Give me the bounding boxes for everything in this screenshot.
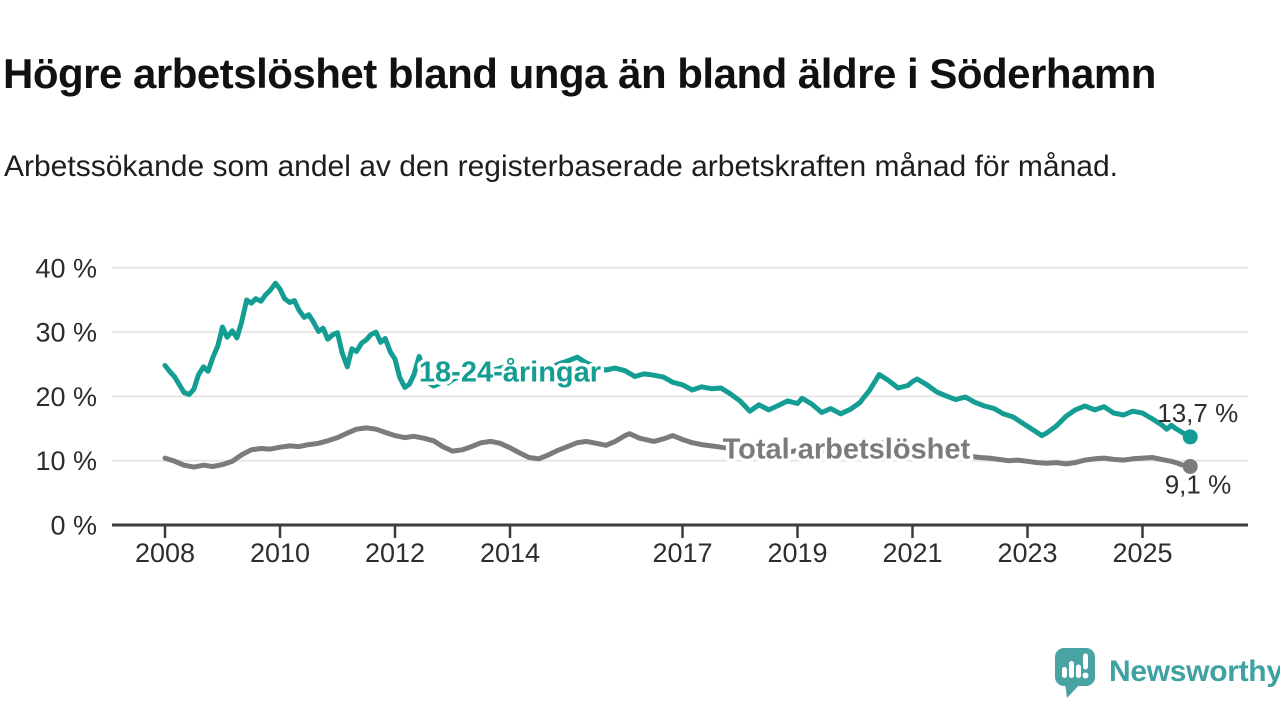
series-label-total: Total arbetslöshet [723,433,971,465]
y-tick-label-40: 40 % [35,253,97,283]
x-tick-label-2008: 2008 [135,538,195,568]
y-tick-label-0: 0 % [50,511,97,541]
y-tick-label-10: 10 % [35,446,97,476]
chart-subtitle: Arbetssökande som andel av den registerb… [4,150,1118,183]
x-tick-label-2023: 2023 [997,538,1057,568]
x-tick-label-2021: 2021 [882,538,942,568]
end-dot-youth [1182,429,1198,445]
y-tick-label-30: 30 % [35,318,97,348]
end-value-label-youth: 13,7 % [1157,398,1238,428]
x-tick-label-2014: 2014 [480,538,540,568]
series-label-youth: 18-24-åringar [419,356,601,388]
newsworthy-logo-text: Newsworthy [1109,655,1280,688]
y-tick-label-20: 20 % [35,382,97,412]
newsworthy-logo-icon [1055,647,1095,698]
x-tick-label-2012: 2012 [365,538,425,568]
x-tick-label-2017: 2017 [652,538,712,568]
end-value-label-total: 9,1 % [1165,469,1232,499]
newsworthy-logo: Newsworthy [1052,644,1280,700]
end-dot-total [1182,458,1198,474]
x-tick-label-2025: 2025 [1112,538,1172,568]
x-tick-label-2010: 2010 [250,538,310,568]
series-line-total [162,425,1193,470]
page-title: Högre arbetslöshet bland unga än bland ä… [3,50,1156,98]
x-tick-label-2019: 2019 [767,538,827,568]
series-line-youth [162,280,1193,440]
